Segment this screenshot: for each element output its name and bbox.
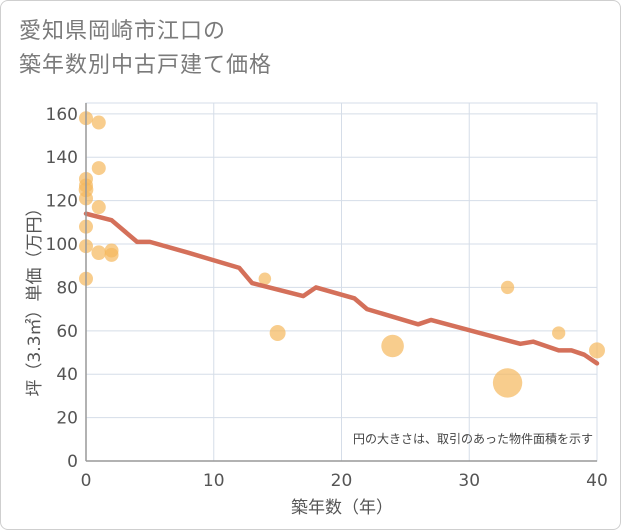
- y-tick-label: 0: [67, 452, 78, 472]
- scatter-point: [104, 247, 119, 262]
- scatter-point: [91, 245, 107, 261]
- x-tick-label: 10: [203, 471, 225, 491]
- scatter-point: [91, 115, 106, 130]
- y-axis-label: 坪（3.3㎡）単価（万円）: [25, 199, 45, 396]
- y-tick-label: 160: [46, 105, 78, 125]
- y-tick-label: 100: [46, 235, 78, 255]
- x-tick-label: 30: [458, 471, 480, 491]
- scatter-points: [78, 111, 605, 398]
- scatter-point: [552, 326, 566, 340]
- scatter-point: [91, 200, 106, 215]
- scatter-point: [381, 334, 404, 358]
- x-tick-label: 20: [331, 471, 353, 491]
- y-tick-label: 60: [56, 322, 78, 342]
- x-axis-label: 築年数（年）: [291, 498, 393, 518]
- y-tick-label: 120: [46, 192, 78, 212]
- chart-title: 愛知県岡崎市江口の 築年数別中古戸建て価格: [19, 15, 272, 83]
- chart-title-line-2: 築年数別中古戸建て価格: [19, 53, 273, 78]
- grid: [85, 102, 598, 462]
- scatter-point: [500, 280, 515, 295]
- trend-line-group: [83, 211, 600, 366]
- x-tick-label: 0: [81, 471, 92, 491]
- y-tick-label: 80: [56, 278, 78, 298]
- bubble-size-note: 円の大きさは、取引のあった物件面積を示す: [353, 431, 593, 446]
- scatter-point: [492, 368, 523, 398]
- chart-title-line-1: 愛知県岡崎市江口の: [19, 19, 227, 44]
- trend-line: [83, 211, 600, 366]
- y-tick-label: 140: [46, 148, 78, 168]
- scatter-point: [258, 272, 272, 286]
- scatter-point: [269, 325, 286, 341]
- y-tick-label: 40: [56, 365, 78, 385]
- y-tick-label: 20: [56, 409, 78, 429]
- tick-labels: 0 20 40 60 80 100 120 140 160 0 10 20 30 40: [46, 105, 608, 491]
- x-tick-label: 40: [586, 471, 608, 491]
- axes: [85, 103, 597, 462]
- scatter-point: [91, 161, 106, 176]
- scatter-point: [589, 342, 605, 359]
